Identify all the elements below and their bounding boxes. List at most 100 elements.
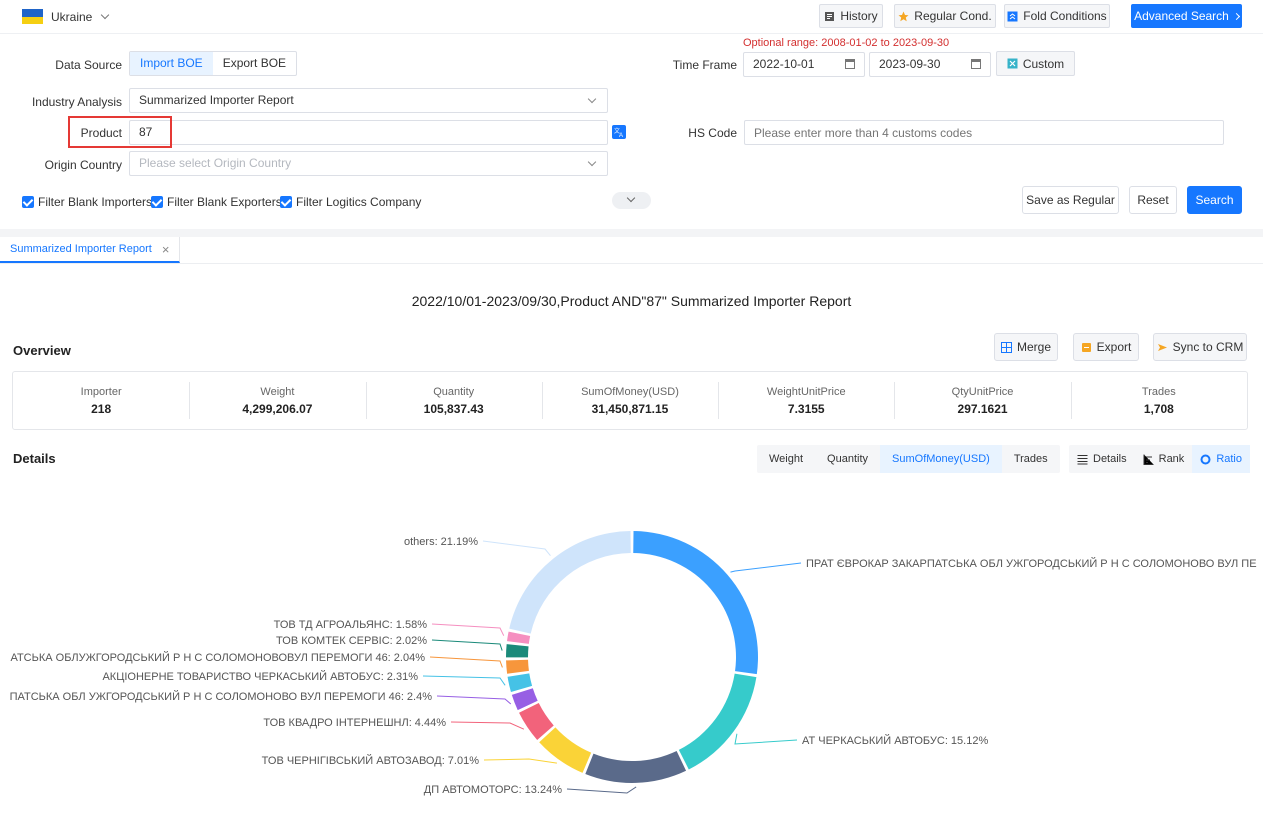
donut-slice[interactable] xyxy=(509,531,631,634)
chevron-right-icon xyxy=(1232,12,1240,20)
view-details[interactable]: Details xyxy=(1069,445,1135,473)
svg-text:A: A xyxy=(619,133,623,139)
hs-code-input[interactable] xyxy=(744,120,1224,145)
donut-slice-label: АКЦІОНЕРНЕ ТОВАРИСТВО ЧЕРКАСЬКИЙ АВТОБУС… xyxy=(102,670,418,683)
reset-button[interactable]: Reset xyxy=(1129,186,1177,214)
filter-blank-exporters-checkbox[interactable]: Filter Blank Exporters xyxy=(151,195,282,209)
donut-label-line xyxy=(429,656,503,668)
checkbox-checked-icon xyxy=(22,196,34,208)
donut-slice-label: ТОВ ТД АГРОАЛЬЯНС: 1.58% xyxy=(274,619,428,631)
view-rank[interactable]: Rank xyxy=(1135,445,1193,473)
donut-slice-label: ТОВ КОМТЕК СЕРВІС: 2.02% xyxy=(276,635,427,647)
advanced-search-button[interactable]: Advanced Search xyxy=(1131,4,1242,28)
history-button[interactable]: History xyxy=(819,4,883,28)
donut-label-line xyxy=(450,721,525,730)
donut-slice-label: others: 21.19% xyxy=(404,536,478,548)
time-frame-label: Time Frame xyxy=(672,58,737,72)
donut-slice[interactable] xyxy=(511,688,538,711)
overview-title: Overview xyxy=(13,343,71,358)
metric-quantity[interactable]: Quantity xyxy=(827,453,869,465)
hs-code-label: HS Code xyxy=(688,126,737,140)
metric-weight[interactable]: Weight xyxy=(769,453,804,465)
merge-icon xyxy=(1000,341,1012,353)
regular-cond-button[interactable]: Regular Cond. xyxy=(894,4,996,28)
tab-bar-line xyxy=(0,263,1263,264)
industry-analysis-label: Industry Analysis xyxy=(31,95,122,109)
pie-icon xyxy=(1200,454,1211,464)
donut-slice[interactable] xyxy=(507,673,533,692)
metric-trades[interactable]: Trades xyxy=(1013,453,1048,465)
metric-switch: Weight Quantity SumOfMoney(USD) Trades xyxy=(757,445,1060,473)
donut-slice[interactable] xyxy=(506,659,529,674)
filter-logistics-checkbox[interactable]: Filter Logitics Company xyxy=(280,195,421,209)
save-as-regular-button[interactable]: Save as Regular xyxy=(1022,186,1119,214)
donut-slice-label: ПАТСЬКА ОБЛ УЖГОРОДСЬКИЙ Р Н С СОЛОМОНОВ… xyxy=(10,690,433,703)
sync-to-crm-button[interactable]: Sync to CRM xyxy=(1153,333,1247,361)
donut-slice-label: ДП АВТОМОТОРС: 13.24% xyxy=(424,784,562,796)
date-from-field[interactable]: 2022-10-01 xyxy=(743,52,865,77)
donut-label-line xyxy=(422,675,506,686)
ratio-donut-chart: ПРАТ ЄВРОКАР ЗАКАРПАТСЬКА ОБЛ УЖГОРОДСЬК… xyxy=(10,531,1257,796)
stat-weight: Weight 4,299,206.07 xyxy=(189,372,365,429)
details-title: Details xyxy=(13,451,56,466)
fold-conditions-button[interactable]: Fold Conditions xyxy=(1004,4,1110,28)
custom-button[interactable]: Custom xyxy=(996,51,1075,76)
donut-label-line xyxy=(566,786,637,794)
donut-slice[interactable] xyxy=(519,703,554,740)
data-source-label: Data Source xyxy=(55,58,122,72)
view-ratio[interactable]: Ratio xyxy=(1192,445,1250,473)
donut-slice[interactable] xyxy=(678,673,757,770)
donut-slice[interactable] xyxy=(507,631,531,644)
donut-slice[interactable] xyxy=(585,750,687,783)
merge-button[interactable]: Merge xyxy=(994,333,1058,361)
close-icon[interactable]: × xyxy=(161,241,170,257)
donut-label-line xyxy=(436,695,512,705)
export-button[interactable]: Export xyxy=(1073,333,1139,361)
stat-quantity: Quantity 105,837.43 xyxy=(365,372,542,429)
donut-label-line xyxy=(482,540,551,557)
donut-slice[interactable] xyxy=(633,531,758,675)
custom-icon xyxy=(1007,58,1018,69)
origin-country-label: Origin Country xyxy=(44,158,122,172)
product-label: Product xyxy=(80,126,122,140)
donut-slice[interactable] xyxy=(539,727,592,773)
donut-label-line xyxy=(734,733,798,745)
donut-slice-label: ПРАТ ЄВРОКАР ЗАКАРПАТСЬКА ОБЛ УЖГОРОДСЬК… xyxy=(806,557,1257,570)
filter-blank-importers-checkbox[interactable]: Filter Blank Importers xyxy=(22,195,152,209)
import-boe-option[interactable]: Import BOE xyxy=(130,52,213,75)
donut-slice-label: АТСЬКА ОБЛУЖГОРОДСЬКИЙ Р Н С СОЛОМОНОВОВ… xyxy=(10,651,425,664)
chevron-down-icon xyxy=(626,193,636,203)
calendar-icon xyxy=(971,59,981,69)
sync-icon xyxy=(1157,343,1167,351)
export-boe-option[interactable]: Export BOE xyxy=(222,56,287,70)
date-to-field[interactable]: 2023-09-30 xyxy=(869,52,991,77)
ukraine-flag-icon xyxy=(22,9,43,24)
donut-label-line xyxy=(730,562,802,573)
chevron-down-icon xyxy=(587,94,597,104)
stat-importer: Importer 218 xyxy=(80,385,122,416)
star-icon xyxy=(898,11,909,21)
view-switch: Details Rank Ratio xyxy=(1069,445,1250,473)
industry-analysis-select[interactable]: Summarized Importer Report xyxy=(129,88,608,113)
top-bar: Ukraine History Regular Cond. Fold Condi… xyxy=(0,0,1263,34)
report-title: 2022/10/01-2023/09/30,Product AND"87" Su… xyxy=(411,293,852,309)
expand-toggle[interactable] xyxy=(612,192,651,209)
donut-slice[interactable] xyxy=(506,644,529,658)
chevron-down-icon xyxy=(101,10,110,20)
metric-sum-of-money[interactable]: SumOfMoney(USD) xyxy=(880,445,1002,473)
country-selector[interactable]: Ukraine xyxy=(22,9,110,24)
origin-country-select[interactable]: Please select Origin Country xyxy=(129,151,608,176)
stat-qty-unit-price: QtyUnitPrice 297.1621 xyxy=(894,372,1070,429)
checkbox-checked-icon xyxy=(280,196,292,208)
tab-summarized-importer-report[interactable]: Summarized Importer Report × xyxy=(0,237,181,263)
donut-label-line xyxy=(483,758,557,764)
search-button[interactable]: Search xyxy=(1187,186,1242,214)
chevron-down-icon xyxy=(587,157,597,167)
data-source-toggle: Import BOE Export BOE xyxy=(129,51,298,76)
donut-label-line xyxy=(431,623,505,636)
stat-trades: Trades 1,708 xyxy=(1070,372,1247,429)
section-divider xyxy=(0,229,1263,237)
product-input[interactable]: 87 xyxy=(129,120,608,145)
translate-icon[interactable]: 文A xyxy=(612,125,626,139)
history-icon xyxy=(825,11,835,21)
